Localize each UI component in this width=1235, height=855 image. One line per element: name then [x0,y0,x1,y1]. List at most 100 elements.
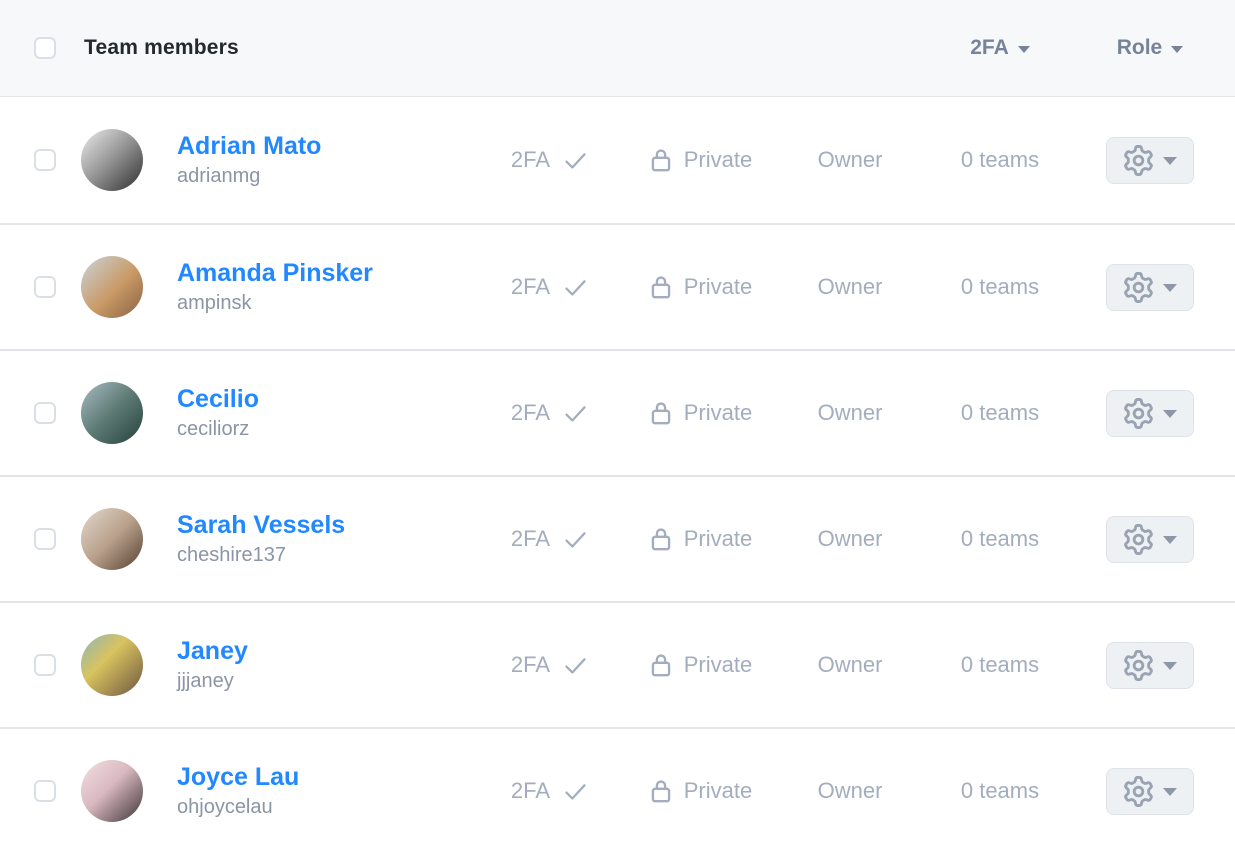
actions-cell [1075,515,1225,563]
member-name-link[interactable]: Sarah Vessels [177,510,346,539]
member-checkbox[interactable] [34,780,56,802]
visibility-cell: Private [625,273,775,301]
2fa-label: 2FA [510,778,551,803]
member-checkbox[interactable] [34,149,56,171]
check-icon [562,526,589,553]
avatar[interactable] [81,382,143,444]
role-cell: Owner [817,526,883,551]
settings-dropdown-button[interactable] [1106,263,1194,311]
lock-icon [648,525,674,553]
actions-cell [1075,767,1225,815]
visibility-label: Private [683,778,753,803]
2fa-label: 2FA [510,400,551,425]
member-username: ohjoycelau [177,796,273,819]
member-identity: Janey jjjaney [177,637,475,694]
lock-icon [648,777,674,805]
member-username: ceciliorz [177,418,250,441]
member-name-link[interactable]: Amanda Pinsker [177,258,373,287]
visibility-label: Private [683,526,753,551]
visibility-label: Private [683,652,753,677]
member-checkbox[interactable] [34,654,56,676]
2fa-filter-label: 2FA [970,36,1009,59]
role-cell: Owner [817,400,883,425]
member-row: Sarah Vessels cheshire137 2FA Private Ow… [0,475,1235,601]
member-row: Adrian Mato adrianmg 2FA Private Owner 0… [0,97,1235,223]
2fa-status-cell: 2FA [475,652,625,679]
2fa-filter-dropdown[interactable]: 2FA [970,36,1030,60]
member-identity: Cecilio ceciliorz [177,385,475,442]
member-checkbox[interactable] [34,276,56,298]
check-icon [562,400,589,427]
teams-count-cell: 0 teams [960,652,1040,677]
2fa-label: 2FA [510,652,551,677]
actions-cell [1075,389,1225,437]
visibility-label: Private [683,274,753,299]
member-checkbox[interactable] [34,528,56,550]
table-header: Team members 2FA Role [0,0,1235,97]
caret-down-icon [1163,536,1177,544]
settings-dropdown-button[interactable] [1106,136,1194,184]
member-identity: Adrian Mato adrianmg [177,132,475,189]
member-name-link[interactable]: Joyce Lau [177,762,300,791]
lock-icon [648,399,674,427]
role-cell: Owner [817,147,883,172]
avatar[interactable] [81,256,143,318]
actions-cell [1075,136,1225,184]
member-checkbox[interactable] [34,402,56,424]
caret-down-icon [1163,662,1177,670]
check-icon [562,652,589,679]
check-icon [562,274,589,301]
lock-icon [648,146,674,174]
visibility-cell: Private [625,651,775,679]
member-name-link[interactable]: Adrian Mato [177,131,322,160]
caret-down-icon [1163,157,1177,165]
settings-dropdown-button[interactable] [1106,515,1194,563]
page-title: Team members [84,36,239,59]
visibility-cell: Private [625,777,775,805]
member-username: ampinsk [177,292,252,315]
caret-down-icon [1017,46,1030,53]
settings-dropdown-button[interactable] [1106,767,1194,815]
caret-down-icon [1163,410,1177,418]
avatar[interactable] [81,760,143,822]
teams-count-cell: 0 teams [960,778,1040,803]
teams-count-cell: 0 teams [960,400,1040,425]
check-icon [562,147,589,174]
visibility-cell: Private [625,399,775,427]
select-all-checkbox[interactable] [34,37,56,59]
gear-icon [1123,523,1154,555]
settings-dropdown-button[interactable] [1106,389,1194,437]
2fa-label: 2FA [510,526,551,551]
2fa-status-cell: 2FA [475,274,625,301]
teams-count-cell: 0 teams [960,147,1040,172]
caret-down-icon [1171,46,1184,53]
2fa-status-cell: 2FA [475,147,625,174]
avatar[interactable] [81,129,143,191]
member-name-link[interactable]: Cecilio [177,384,259,413]
teams-count-cell: 0 teams [960,526,1040,551]
gear-icon [1123,144,1154,176]
visibility-cell: Private [625,525,775,553]
avatar[interactable] [81,508,143,570]
2fa-label: 2FA [510,147,551,172]
caret-down-icon [1163,284,1177,292]
member-username: cheshire137 [177,544,286,567]
member-identity: Amanda Pinsker ampinsk [177,259,475,316]
avatar[interactable] [81,634,143,696]
actions-cell [1075,263,1225,311]
member-row: Cecilio ceciliorz 2FA Private Owner 0 te… [0,349,1235,475]
lock-icon [648,651,674,679]
2fa-status-cell: 2FA [475,778,625,805]
member-name-link[interactable]: Janey [177,636,248,665]
member-row: Amanda Pinsker ampinsk 2FA Private Owner… [0,223,1235,349]
member-identity: Joyce Lau ohjoycelau [177,763,475,820]
gear-icon [1123,271,1154,303]
2fa-status-cell: 2FA [475,526,625,553]
member-username: jjjaney [177,670,234,693]
member-row: Joyce Lau ohjoycelau 2FA Private Owner 0… [0,727,1235,853]
member-username: adrianmg [177,165,261,188]
role-filter-dropdown[interactable]: Role [1117,36,1184,60]
settings-dropdown-button[interactable] [1106,641,1194,689]
role-filter-label: Role [1116,36,1163,59]
